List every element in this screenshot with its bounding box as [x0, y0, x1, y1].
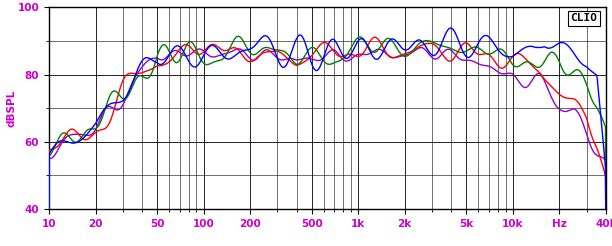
Text: CLIO: CLIO	[570, 14, 597, 23]
Y-axis label: dBSPL: dBSPL	[6, 90, 16, 127]
